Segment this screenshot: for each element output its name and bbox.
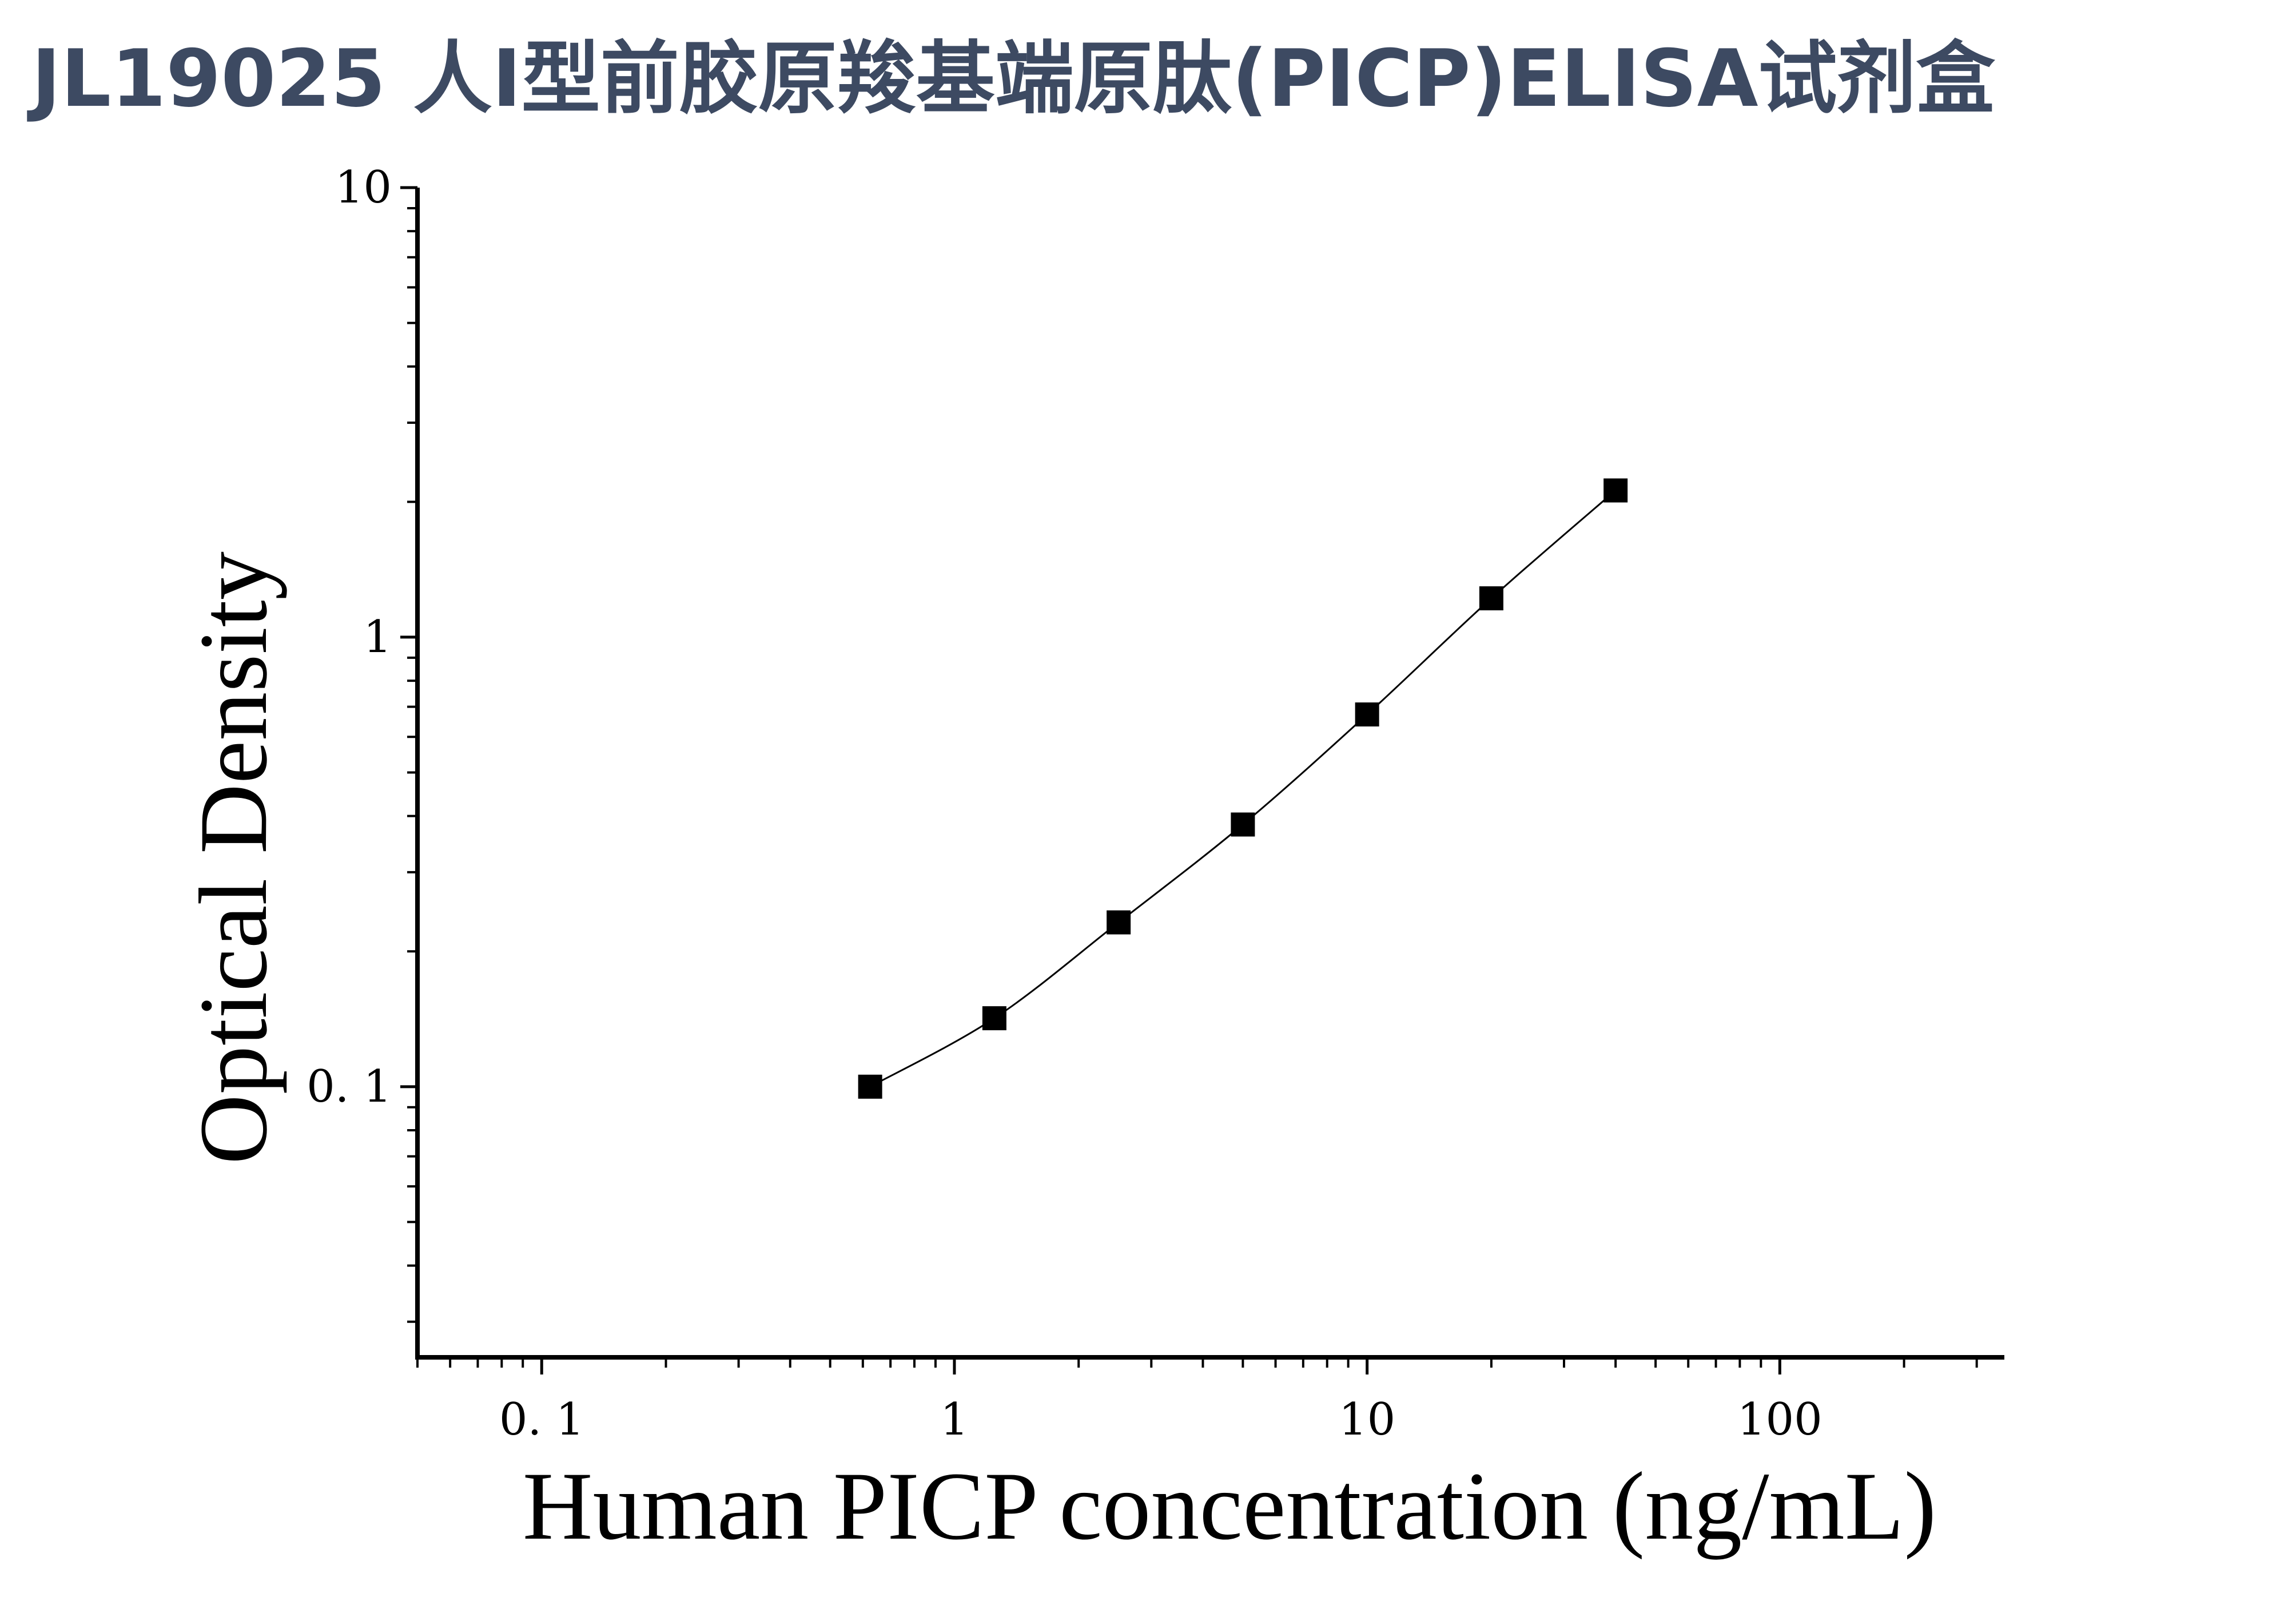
x-tick-label: 10 — [1339, 1394, 1395, 1445]
x-tick-label: 100 — [1737, 1394, 1823, 1445]
fit-curve-layer — [869, 490, 1617, 1088]
data-point — [1603, 478, 1628, 503]
data-point — [1107, 910, 1131, 935]
data-point — [1231, 812, 1255, 837]
axes: 0. 1 1 10 100 0. 1 1 10 — [307, 162, 2004, 1445]
y-tick-label: 0. 1 — [307, 1061, 392, 1113]
y-axis-label: Optical Density — [180, 551, 287, 1165]
x-tick-label: 0. 1 — [499, 1394, 584, 1445]
fit-curve — [869, 490, 1617, 1088]
y-tick-label: 1 — [363, 611, 392, 663]
data-point — [1355, 702, 1379, 727]
data-point — [858, 1074, 882, 1099]
x-tick-label: 1 — [940, 1394, 969, 1445]
data-point — [982, 1006, 1006, 1031]
data-point — [1479, 586, 1503, 611]
chart-title: JL19025 人Ⅰ型前胶原羧基端原肽(PICP)ELISA试剂盒 — [27, 33, 1996, 125]
y-tick-label: 10 — [335, 162, 392, 213]
data-points-layer — [858, 478, 1628, 1099]
x-axis-label: Human PICP concentration (ng/mL) — [523, 1452, 1936, 1560]
